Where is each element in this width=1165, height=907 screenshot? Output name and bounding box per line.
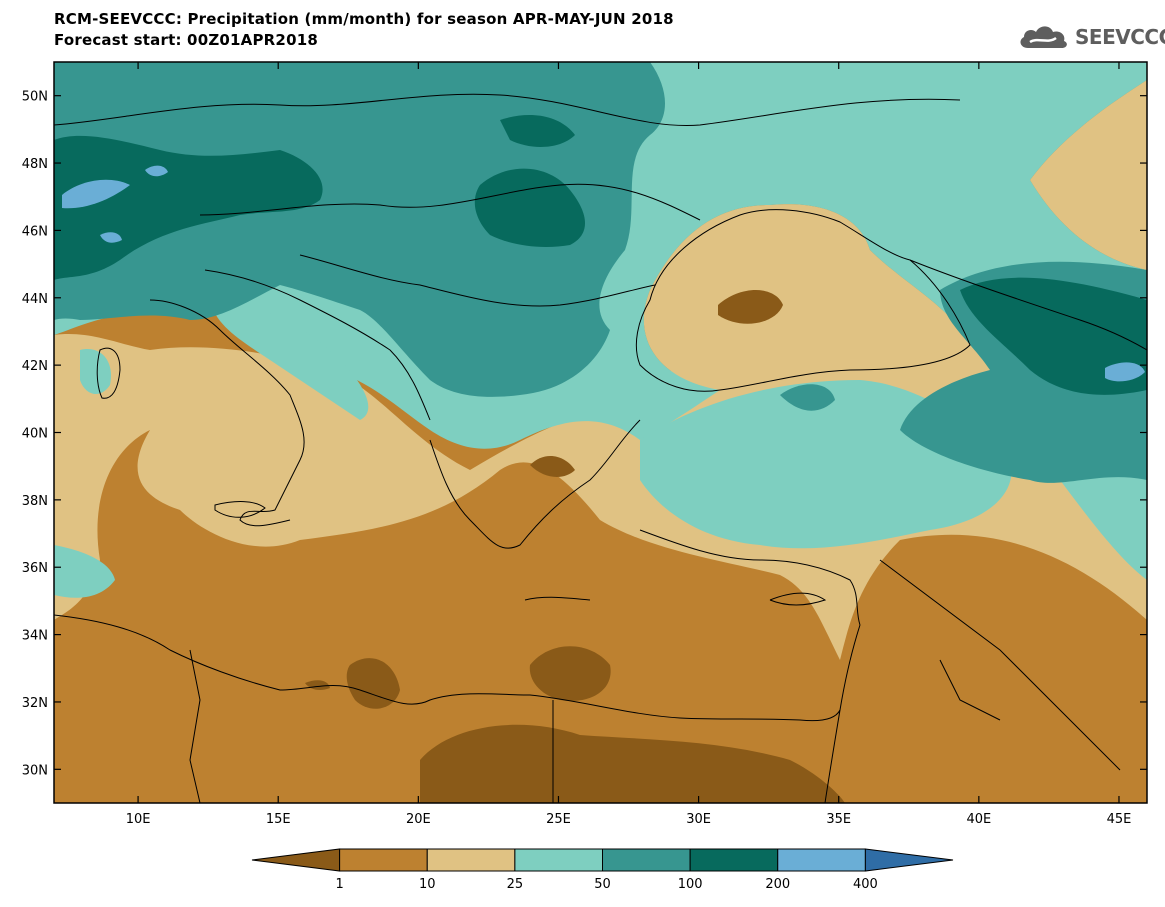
field-50-100-caspian [1060, 472, 1147, 580]
field-400-alps-2 [145, 165, 168, 177]
field-1-10-libya [346, 658, 400, 709]
colorbar-label: 1 [335, 877, 343, 892]
colorbar-label: 200 [765, 877, 790, 892]
lon-tick-label: 10E [126, 812, 151, 827]
colorbar-over-triangle [864, 848, 954, 872]
colorbar-bin [514, 848, 603, 872]
lat-tick-label: 42N [22, 359, 48, 374]
map-title: RCM-SEEVCCC: Precipitation (mm/month) fo… [54, 10, 674, 28]
field-50-100-tunisia [54, 545, 115, 598]
field-1-10-aegean [530, 455, 575, 477]
colorbar-bin [777, 848, 866, 872]
colorbar-bin [602, 848, 691, 872]
colorbar: 1 10 25 50 100 200 400 [251, 848, 954, 892]
lon-tick-label: 40E [966, 812, 991, 827]
border-caucasus [909, 259, 1147, 351]
border-central [199, 183, 701, 221]
island-cyprus [769, 592, 827, 606]
lat-tick-label: 30N [22, 763, 48, 778]
field-200-400-alps [54, 135, 323, 280]
lon-tick-label: 30E [686, 812, 711, 827]
lat-tick-label: 34N [22, 629, 48, 644]
colorbar-label: 50 [594, 877, 611, 892]
seevccc-logo: SEEVCCC [1016, 22, 1165, 52]
coastline-italy [149, 299, 305, 527]
coastlines-borders [54, 93, 1147, 803]
island-crete [524, 596, 591, 601]
precipitation-field [54, 62, 1147, 803]
colorbar-under-triangle [251, 848, 341, 872]
border-algeria-libya [189, 649, 201, 803]
field-100-200-north [54, 62, 665, 397]
lat-tick-label: 48N [22, 157, 48, 172]
colorbar-bin [339, 848, 428, 872]
border-balkans [299, 254, 656, 307]
coastline-adriatic [204, 269, 431, 421]
colorbar-label: 400 [853, 877, 878, 892]
forecast-start-label: Forecast start: 00Z01APR2018 [54, 31, 318, 49]
colorbar-bin [689, 848, 779, 872]
field-200-400-tatra [500, 115, 575, 147]
island-sicily [214, 501, 266, 518]
lon-tick-label: 25E [546, 812, 571, 827]
lon-tick-label: 35E [826, 812, 851, 827]
island-sardinia [96, 347, 121, 399]
lat-tick-label: 50N [22, 90, 48, 105]
lat-tick-label: 36N [22, 561, 48, 576]
field-25-50-ne [1030, 80, 1147, 270]
coastline-turkey-south [639, 529, 861, 626]
field-100-200-anatolia-blob [780, 384, 835, 411]
colorbar-label: 10 [419, 877, 436, 892]
coastline-black-sea [635, 209, 971, 392]
field-400-alps-1 [62, 179, 130, 209]
field-200-400-caucasus [960, 277, 1147, 395]
lat-tick-label: 38N [22, 494, 48, 509]
field-1-10-black-sea [718, 290, 783, 324]
border-middle-east [879, 559, 1121, 771]
field-1-10-egypt [529, 646, 611, 701]
lon-tick-label: 15E [266, 812, 291, 827]
logo-text: SEEVCCC [1075, 25, 1165, 49]
field-50-100-italy [210, 300, 369, 420]
field-200-400-carpathians [474, 168, 585, 247]
latitude-axis: 50N 48N 46N 44N 42N 40N 38N 36N 34N 32N 30N [22, 90, 1147, 778]
coastline-greece [429, 419, 641, 549]
colorbar-bin [426, 848, 516, 872]
lon-tick-label: 45E [1107, 812, 1132, 827]
coastline-africa [54, 614, 841, 722]
field-400-alps-3 [100, 232, 122, 243]
lon-tick-label: 20E [406, 812, 431, 827]
field-25-50-black-sea [643, 204, 970, 390]
lat-tick-label: 32N [22, 696, 48, 711]
lat-tick-label: 44N [22, 292, 48, 307]
border-north [54, 93, 961, 127]
cloud-icon [1020, 26, 1067, 48]
lat-tick-label: 46N [22, 224, 48, 239]
field-400-caucasus [1105, 362, 1145, 382]
field-1-10-south [420, 724, 845, 803]
longitude-axis: 10E 15E 20E 25E 30E 35E 40E 45E [126, 62, 1132, 827]
lat-tick-label: 40N [22, 427, 48, 442]
colorbar-label: 100 [678, 877, 703, 892]
field-50-100-sardinia [80, 349, 111, 395]
colorbar-label: 25 [507, 877, 524, 892]
